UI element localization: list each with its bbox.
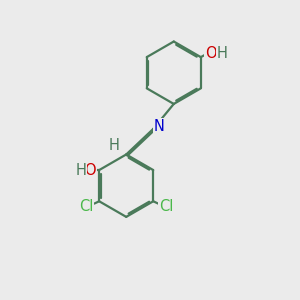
Text: N: N bbox=[154, 119, 165, 134]
Text: Cl: Cl bbox=[79, 199, 93, 214]
Text: O: O bbox=[85, 163, 96, 178]
Text: H: H bbox=[108, 138, 119, 153]
Text: O: O bbox=[206, 46, 217, 61]
Text: H: H bbox=[217, 46, 228, 61]
Text: H: H bbox=[75, 163, 86, 178]
Text: Cl: Cl bbox=[159, 199, 174, 214]
